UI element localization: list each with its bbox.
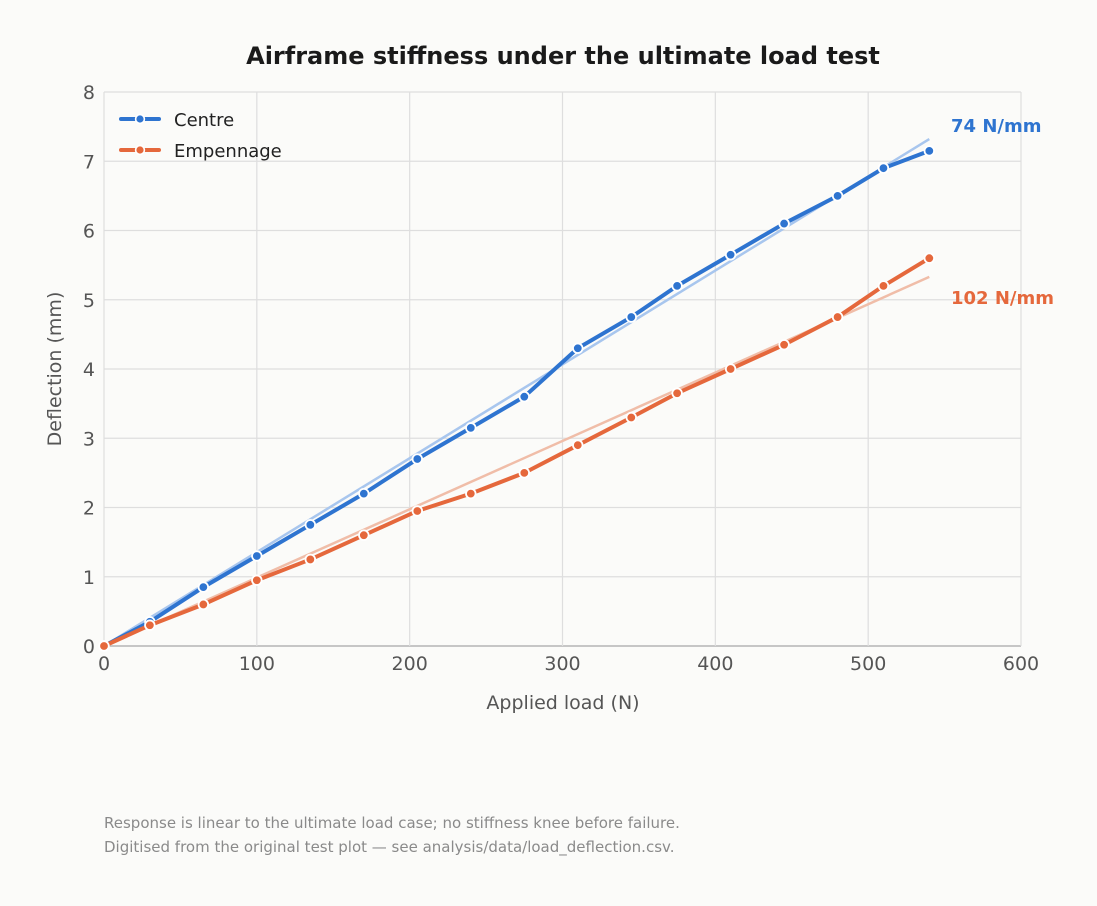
empennage-point [671,387,683,399]
empennage-point [625,411,637,424]
x-tick-label: 0 [98,653,110,675]
y-tick-label: 5 [83,290,95,312]
y-tick-label: 6 [83,221,95,243]
empennage-point [923,252,936,264]
centre-point [625,311,637,323]
series-lines [98,145,936,652]
centre-stiffness-label: 74 N/mm [951,116,1041,137]
centre-point [197,581,210,593]
centre-point [304,519,317,531]
empennage-point [778,339,790,351]
centre-point [358,487,370,500]
x-tick-label: 500 [850,653,886,675]
centre-legend-label: Centre [174,110,234,131]
x-tick-label: 300 [544,653,580,675]
y-tick-label: 0 [83,636,95,658]
x-axis-label: Applied load (N) [486,692,639,714]
footnote-2: Digitised from the original test plot — … [104,838,675,856]
centre-point [724,249,737,261]
x-tick-label: 400 [697,653,733,675]
empennage-point [98,640,110,652]
empennage-point [572,439,584,451]
empennage-series-line [102,256,932,648]
centre-point [831,190,844,202]
centre-point [572,342,584,354]
centre-point [465,422,477,434]
centre-legend-marker [134,113,146,125]
footnote-1: Response is linear to the ultimate load … [104,814,680,832]
empennage-point [411,505,424,517]
y-tick-labels: 0 1 2 3 4 5 6 7 8 [83,82,95,658]
empennage-fit-line [103,275,930,648]
x-tick-label: 100 [239,653,275,675]
centre-point [778,217,790,230]
fit-lines [103,138,930,648]
grid [103,91,1022,647]
empennage-point [877,280,890,292]
centre-point [411,453,424,465]
centre-point [251,550,263,562]
y-tick-label: 4 [83,359,95,381]
empennage-point [144,619,156,631]
empennage-point [518,467,530,479]
empennage-point [465,487,477,500]
y-axis-label: Deflection (mm) [44,292,66,447]
y-tick-label: 7 [83,151,95,173]
y-tick-label: 3 [83,428,95,450]
empennage-point [251,574,263,586]
empennage-point [304,553,317,566]
centre-point [923,145,936,157]
stiffness-labels: 74 N/mm 102 N/mm [951,116,1054,309]
centre-point [877,162,890,174]
centre-point [518,391,530,403]
x-tick-label: 200 [392,653,428,675]
empennage-legend-label: Empennage [174,141,282,162]
empennage-point [724,363,737,375]
y-tick-label: 2 [83,498,95,520]
empennage-point [197,598,210,611]
legend: Centre Empennage [119,110,282,162]
x-tick-label: 600 [1003,653,1039,675]
empennage-legend-marker [134,144,146,156]
empennage-point [831,311,844,323]
centre-fit-line [103,138,930,648]
centre-point [671,280,683,292]
y-tick-label: 1 [83,567,95,589]
y-tick-label: 8 [83,82,95,104]
empennage-stiffness-label: 102 N/mm [951,288,1054,309]
x-tick-labels: 0 100 200 300 400 500 600 [98,653,1039,675]
centre-series-line [102,148,932,648]
empennage-point [358,529,370,541]
chart-title: Airframe stiffness under the ultimate lo… [246,42,880,70]
